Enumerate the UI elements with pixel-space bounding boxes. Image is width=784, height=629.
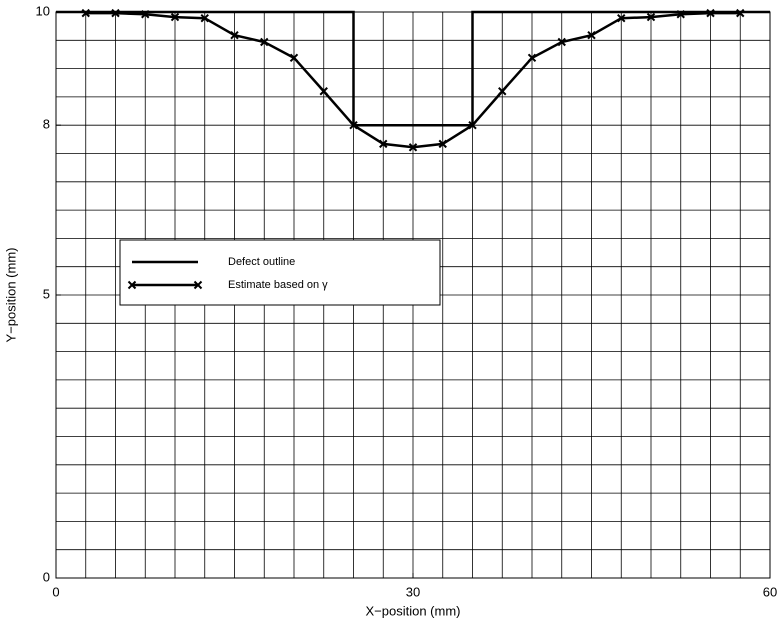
point	[170, 12, 180, 22]
marker	[408, 143, 418, 152]
marker	[468, 120, 477, 130]
point	[200, 14, 209, 23]
marker	[736, 8, 745, 18]
point	[379, 139, 388, 149]
point	[646, 12, 656, 22]
point	[557, 37, 566, 47]
marker	[527, 53, 537, 63]
marker	[289, 53, 299, 63]
y-tick-label: 0	[43, 569, 50, 584]
marker	[498, 87, 507, 96]
marker	[127, 280, 137, 290]
point	[230, 30, 239, 40]
point	[408, 143, 418, 152]
legend-box	[119, 239, 441, 306]
marker	[706, 8, 715, 18]
point	[111, 8, 120, 18]
marker	[200, 14, 209, 23]
marker	[111, 8, 120, 18]
legend-marker	[127, 280, 203, 290]
marker	[379, 139, 388, 149]
point	[498, 87, 507, 96]
y-axis-label: Y−position (mm)	[3, 248, 18, 343]
point	[736, 8, 745, 18]
point	[349, 120, 358, 130]
marker	[438, 139, 447, 149]
marker	[349, 120, 358, 130]
marker	[260, 37, 269, 47]
series-line	[56, 10, 770, 127]
point	[587, 30, 596, 40]
point	[706, 8, 715, 18]
x-tick-label: 60	[763, 584, 777, 599]
point	[319, 87, 328, 96]
point	[527, 53, 537, 63]
point	[81, 8, 90, 18]
x-tick-label: 30	[406, 584, 420, 599]
legend-label: Estimate based on γ	[228, 279, 328, 291]
marker	[617, 14, 626, 23]
x-axis-label: X−position (mm)	[366, 603, 461, 618]
point	[289, 53, 299, 63]
marker	[81, 8, 90, 18]
marker	[676, 10, 685, 19]
point	[260, 37, 269, 47]
y-tick-label: 10	[36, 3, 50, 18]
marker	[230, 30, 239, 40]
marker	[646, 12, 656, 22]
point	[141, 10, 150, 19]
legend-label: Defect outline	[228, 256, 295, 268]
marker	[170, 12, 180, 22]
marker	[141, 10, 150, 19]
point	[468, 120, 477, 130]
x-tick-label: 0	[52, 584, 59, 599]
point	[676, 10, 685, 19]
y-tick-label: 8	[43, 117, 50, 132]
y-tick-label: 5	[43, 286, 50, 301]
point	[617, 14, 626, 23]
marker	[319, 87, 328, 96]
marker	[193, 280, 203, 290]
marker	[587, 30, 596, 40]
marker	[557, 37, 566, 47]
point	[438, 139, 447, 149]
